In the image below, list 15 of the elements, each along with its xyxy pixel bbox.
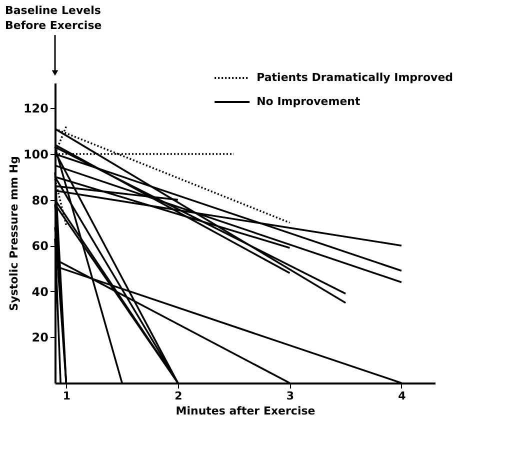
y-tick-label: 120: [23, 102, 48, 116]
y-axis-title: Systolic Pressure mm Hg: [7, 156, 20, 311]
x-tick-label: 4: [398, 390, 406, 402]
text: Baseline Levels Before Exercise: [5, 4, 102, 32]
legend-label: Patients Dramatically Improved: [256, 71, 454, 84]
x-tick-label: 1: [62, 390, 71, 402]
legend-label: No Improvement: [256, 95, 360, 108]
x-tick-label: 2: [174, 390, 182, 402]
y-tick-label: 20: [32, 330, 48, 345]
x-axis-title: Minutes after Exercise: [176, 404, 316, 418]
y-tick-label: 100: [23, 147, 48, 162]
y-tick-label: 80: [32, 193, 48, 208]
y-tick-label: 40: [32, 284, 48, 299]
x-tick-label: 3: [286, 390, 294, 402]
y-tick-label: 60: [32, 239, 48, 254]
